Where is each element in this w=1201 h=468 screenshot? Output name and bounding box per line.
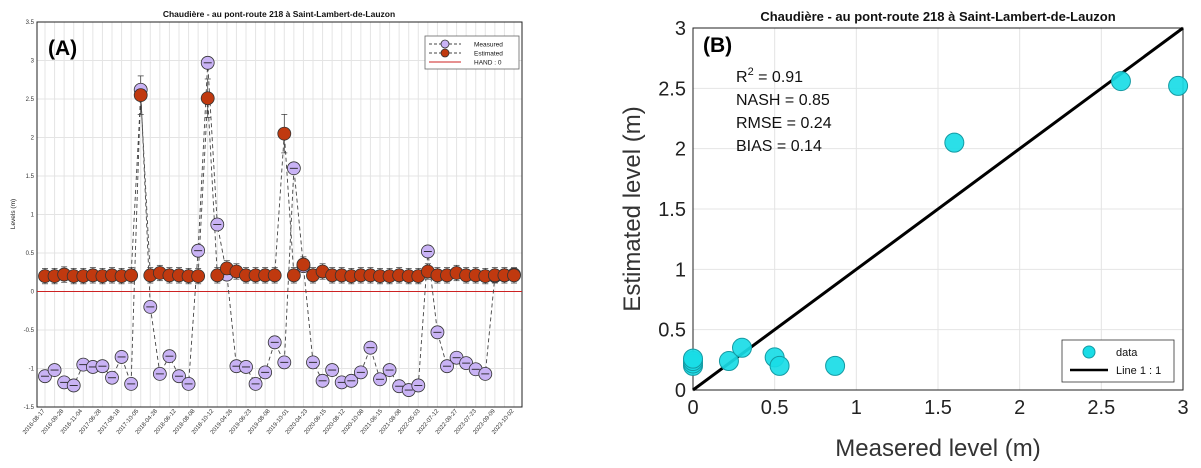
- panel-b-ytick-label: 2.5: [658, 78, 686, 100]
- panel-a-legend: Measured Estimated HAND : 0: [424, 35, 520, 70]
- panel-a-y-ticks: -1.5 -1 -0.5 0 0.5 1 1.5 2 2.5 3 3.5: [24, 20, 35, 411]
- panel-b-ylabel: Estimated level (m): [619, 106, 646, 311]
- panel-a-ytick-label: 2.5: [26, 97, 35, 103]
- panel-a-ytick-label: 0.5: [26, 251, 35, 257]
- stat-r2: R2 = 0.91: [736, 66, 803, 86]
- panel-b-xlabel: Measered level (m): [835, 435, 1040, 462]
- panel-a-label: (A): [48, 37, 77, 60]
- panel-b-title: Chaudière - au pont-route 218 à Saint-La…: [760, 9, 1115, 24]
- panel-a-ytick-label: 1.5: [26, 174, 35, 180]
- legend-estimated-label: Estimated: [474, 51, 503, 58]
- estimated-point: [286, 268, 301, 283]
- scatter-point: [944, 132, 965, 153]
- panel-b-ytick-label: 0.5: [658, 320, 686, 342]
- stats-block: R2 = 0.91 NASH = 0.85 RMSE = 0.24 BIAS =…: [736, 66, 832, 155]
- panel-b-ytick-label: 2: [675, 139, 686, 161]
- estimated-point: [277, 126, 292, 141]
- scatter-point: [683, 348, 703, 369]
- panel-a-ylabel: Levels (m): [10, 199, 17, 229]
- estimated-point: [200, 91, 215, 106]
- panel-a-frame: [36, 21, 523, 408]
- panel-b-ytick-label: 1.5: [658, 199, 686, 221]
- panel-b-ytick-label: 0: [675, 380, 686, 402]
- panel-b-xtick-label: 2: [1014, 397, 1025, 419]
- panel-b-xtick-label: 3: [1177, 397, 1188, 419]
- panel-a-ytick-label: -1: [29, 367, 35, 373]
- panel-b-xtick-label: 1: [851, 397, 862, 419]
- legend-hand-label: HAND : 0: [474, 60, 502, 67]
- panel-a-title: Chaudière - au pont-route 218 à Saint-La…: [163, 9, 395, 19]
- panel-b-legend-box: [1061, 339, 1175, 383]
- panel-a-ytick-label: 3: [31, 59, 35, 65]
- estimated-point: [133, 88, 148, 103]
- estimated-point: [191, 269, 206, 284]
- panel-b-points: [683, 71, 1189, 376]
- scatter-point: [825, 355, 846, 376]
- scatter-point: [732, 337, 752, 358]
- legend-data-label: data: [1116, 347, 1138, 359]
- panel-b: 0 0.5 1 1.5 2 2.5 3 0 0.5 1 1.5 2 2.5 3 Chaudière - …: [619, 9, 1189, 462]
- panel-b-y-ticks: 0 0.5 1 1.5 2 2.5 3: [658, 18, 686, 402]
- estimated-point: [267, 268, 282, 283]
- panel-a-ytick-label: -1.5: [24, 405, 35, 411]
- scatter-point: [718, 351, 739, 372]
- scatter-point: [1110, 71, 1131, 92]
- one-to-one-line: [692, 26, 1184, 392]
- panel-b-xtick-label: 1.5: [924, 397, 952, 419]
- stat-rmse: RMSE = 0.24: [736, 115, 832, 132]
- panel-b-label: (B): [703, 34, 732, 57]
- panel-b-ytick-label: 1: [675, 259, 686, 281]
- estimated-point: [507, 268, 521, 283]
- panel-b-x-ticks: 0 0.5 1 1.5 2 2.5 3: [687, 397, 1188, 419]
- panel-a-markers: [38, 55, 521, 397]
- panel-b-xtick-label: 0: [687, 397, 698, 419]
- panel-b-xtick-label: 2.5: [1087, 397, 1115, 419]
- panel-a: -1.5 -1 -0.5 0 0.5 1 1.5 2 2.5 3 3.5 2016-08-17201…: [10, 9, 523, 436]
- stat-nash: NASH = 0.85: [736, 92, 830, 109]
- legend-line-label: Line 1 : 1: [1116, 365, 1161, 377]
- scatter-point: [1168, 75, 1189, 96]
- panel-a-x-ticks: 2016-08-172016-09-282016-11-042017-06-28…: [22, 408, 516, 436]
- panel-b-ytick-label: 3: [675, 18, 686, 40]
- legend-measured-label: Measured: [474, 42, 503, 49]
- panel-a-ytick-label: 1: [31, 213, 35, 219]
- estimated-point: [124, 268, 139, 283]
- panel-a-ytick-label: 0: [31, 290, 35, 296]
- panel-a-ytick-label: 3.5: [26, 20, 35, 26]
- legend-measured-marker: [440, 39, 450, 49]
- panel-b-frame: [692, 27, 1184, 391]
- panel-a-ytick-label: 2: [31, 136, 35, 142]
- stat-bias: BIAS = 0.14: [736, 138, 822, 155]
- scatter-point: [769, 355, 790, 376]
- estimated-point: [296, 257, 311, 272]
- legend-estimated-marker: [440, 48, 450, 58]
- panel-b-xtick-label: 0.5: [761, 397, 789, 419]
- panel-a-ytick-label: -0.5: [24, 328, 35, 334]
- estimated-point: [210, 268, 225, 283]
- panel-b-legend: data Line 1 : 1: [1061, 339, 1175, 383]
- legend-data-marker: [1082, 345, 1096, 359]
